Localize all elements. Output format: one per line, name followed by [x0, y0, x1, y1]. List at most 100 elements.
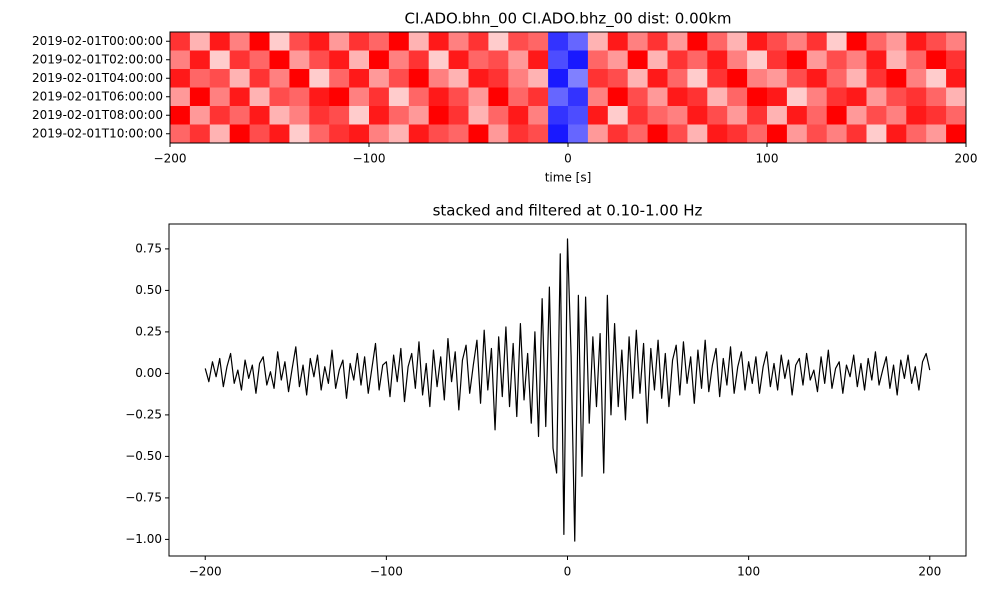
heatmap-cell [170, 50, 191, 70]
heatmap-cell [289, 50, 310, 70]
x-tick-label: 0 [564, 152, 572, 166]
heatmap-cell [926, 69, 947, 88]
heatmap-cell [528, 69, 549, 88]
heatmap-cell [428, 69, 450, 88]
heatmap-cell [627, 124, 649, 144]
heatmap-cell [170, 106, 191, 125]
x-tick-label: −100 [353, 152, 386, 166]
heatmap-cell [707, 124, 728, 144]
heatmap-cell [468, 50, 489, 70]
heatmap-cell [448, 124, 469, 144]
heatmap-cell [229, 106, 251, 125]
heatmap-cell [548, 124, 569, 144]
heatmap-cell [946, 124, 967, 144]
heatmap-cell [906, 124, 927, 144]
heatmap-cell [209, 50, 231, 70]
y-tick-label: 0.75 [135, 241, 162, 255]
y-tick-label: 0.25 [135, 324, 162, 338]
heatmap-cell [448, 106, 469, 125]
heatmap-cell [369, 69, 390, 88]
heatmap-cell [249, 124, 270, 144]
heatmap-cell [189, 32, 211, 51]
heatmap-cell [189, 69, 211, 88]
heatmap-cell [946, 69, 967, 88]
chart-title: CI.ADO.bhn_00 CI.ADO.bhz_00 dist: 0.00km [405, 10, 732, 29]
heatmap-cell [707, 87, 728, 107]
heatmap-cell [647, 69, 668, 88]
heatmap-cell [727, 69, 748, 88]
heatmap-cell [329, 50, 350, 70]
heatmap-cell [806, 32, 828, 51]
heatmap-cell [329, 106, 350, 125]
heatmap-cell [289, 32, 310, 51]
y-tick-label: −0.50 [125, 449, 162, 463]
heatmap-cell [369, 87, 390, 107]
heatmap-cell [488, 69, 509, 88]
heatmap-cell [568, 87, 589, 107]
x-tick-label: −200 [189, 565, 222, 579]
heatmap-cell [468, 124, 489, 144]
heatmap-cell [647, 87, 668, 107]
heatmap-cell [846, 106, 867, 125]
heatmap-cell [727, 124, 748, 144]
heatmap-cell [667, 69, 688, 88]
heatmap-cell [349, 124, 370, 144]
heatmap-cell [707, 32, 728, 51]
heatmap-cell [767, 50, 788, 70]
heatmap-cell [369, 106, 390, 125]
x-tick-label: 200 [955, 152, 978, 166]
heatmap-cell [269, 106, 290, 125]
heatmap-cell [886, 124, 907, 144]
heatmap-cell [428, 87, 450, 107]
heatmap-cell [408, 87, 430, 107]
heatmap-cell [607, 50, 629, 70]
heatmap-cell [906, 50, 927, 70]
heatmap-cell [408, 32, 430, 51]
heatmap-cell [209, 106, 231, 125]
chart-title: stacked and filtered at 0.10-1.00 Hz [433, 202, 703, 220]
heatmap-cell [269, 69, 290, 88]
heatmap-cell [786, 50, 808, 70]
x-axis-label: time [s] [545, 171, 592, 185]
y-tick-label: 2019-02-01T04:00:00 [32, 71, 163, 85]
heatmap-cell [170, 87, 191, 107]
heatmap-cell [886, 50, 907, 70]
heatmap-cell [309, 124, 330, 144]
heatmap-cell [309, 32, 330, 51]
heatmap-cell [826, 50, 848, 70]
heatmap-cell [786, 87, 808, 107]
heatmap-cell [786, 106, 808, 125]
heatmap-cell [508, 106, 529, 125]
heatmap-cell [926, 124, 947, 144]
x-tick-label: 100 [737, 565, 760, 579]
heatmap-cell [647, 124, 668, 144]
heatmap-cell [548, 87, 569, 107]
heatmap-cell [747, 32, 768, 51]
heatmap-cell [707, 106, 728, 125]
heatmap-cell [707, 69, 728, 88]
y-tick-label: 2019-02-01T10:00:00 [32, 126, 163, 140]
heatmap-cell [607, 69, 629, 88]
heatmap-cell [488, 124, 509, 144]
heatmap-cell [369, 50, 390, 70]
heatmap-cell [667, 106, 688, 125]
heatmap-cell [846, 69, 867, 88]
heatmap-cell [428, 124, 450, 144]
heatmap-cell [866, 124, 887, 144]
heatmap-cell [587, 50, 609, 70]
heatmap-cell [727, 87, 748, 107]
heatmap-cell [528, 50, 549, 70]
heatmap-cell [826, 32, 848, 51]
heatmap-cell [448, 50, 469, 70]
heatmap-cell [826, 106, 848, 125]
heatmap-cell [448, 69, 469, 88]
heatmap-cell [647, 32, 668, 51]
heatmap-cell [388, 87, 410, 107]
heatmap-cell [587, 106, 609, 125]
y-tick-label: 2019-02-01T00:00:00 [32, 34, 163, 48]
heatmap-cell [170, 69, 191, 88]
heatmap-cell [329, 32, 350, 51]
heatmap-cell [508, 124, 529, 144]
heatmap-cell [687, 32, 708, 51]
